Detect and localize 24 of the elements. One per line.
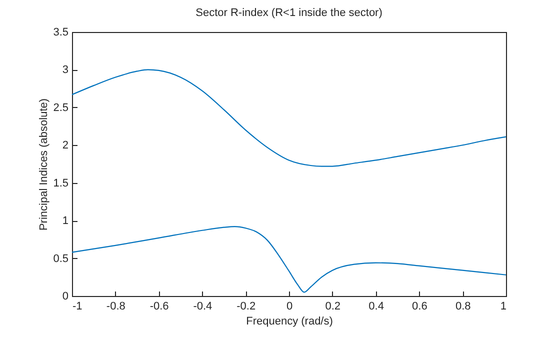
y-tick-label: 0.5: [53, 252, 68, 265]
y-axis-title: Principal Indices (absolute): [38, 98, 50, 231]
x-tick-label: 0.4: [368, 300, 384, 312]
y-tick-label: 3: [62, 64, 68, 76]
y-tick-label: 1.5: [53, 177, 68, 190]
y-tick-label: 0: [62, 290, 68, 302]
x-tick-label: 0.8: [455, 300, 471, 312]
y-tick-label: 2.5: [53, 102, 68, 114]
chart-title: Sector R-index (R<1 inside the sector): [196, 7, 382, 19]
y-tick-label: 1: [62, 215, 68, 228]
y-tick-label: 2: [62, 140, 68, 152]
x-tick-label: -0.6: [150, 300, 169, 312]
y-tick-label: 3.5: [53, 26, 68, 38]
x-tick-label: 0.6: [412, 300, 428, 312]
x-tick-label: -1: [72, 300, 82, 312]
x-tick-label: 0.2: [325, 300, 341, 312]
x-tick-label: -0.8: [106, 300, 126, 312]
x-tick-label: -0.4: [193, 300, 212, 312]
x-tick-label: -0.2: [236, 300, 256, 312]
x-tick-label: 1: [500, 300, 506, 312]
x-tick-label: 0: [286, 300, 293, 312]
line-series: [71, 69, 507, 167]
line-series: [71, 226, 507, 293]
x-axis-title: Frequency (rad/s): [246, 316, 333, 328]
